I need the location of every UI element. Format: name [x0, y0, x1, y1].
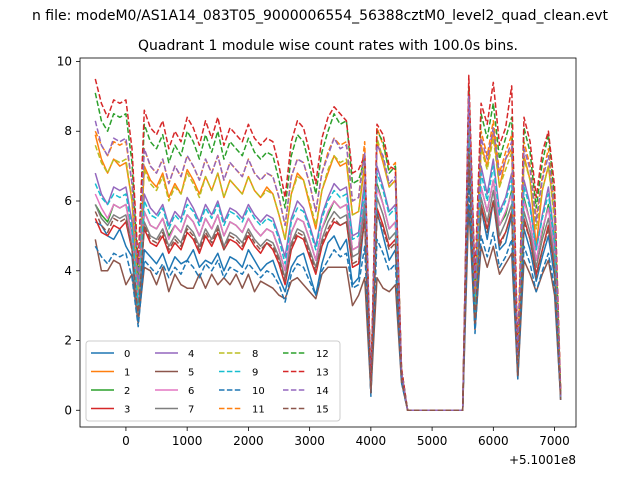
y-tick-label: 4 [64, 264, 72, 278]
y-tick-label: 0 [64, 403, 72, 417]
legend-label-5: 5 [188, 368, 194, 379]
legend-label-9: 9 [252, 368, 258, 379]
legend-label-1: 1 [124, 368, 130, 379]
series-line-7 [94, 130, 562, 412]
series-line-6 [94, 116, 562, 412]
x-offset-label: +5.1001e8 [509, 453, 576, 467]
series-line-15 [94, 147, 562, 412]
series-line-14 [94, 95, 562, 412]
series-line-1 [94, 106, 562, 412]
legend-label-13: 13 [316, 368, 329, 379]
x-tick-label: 5000 [417, 434, 448, 448]
legend-label-2: 2 [124, 386, 130, 397]
series-line-13 [94, 74, 562, 412]
x-tick-label: 4000 [356, 434, 387, 448]
y-tick-label: 6 [64, 194, 72, 208]
x-tick-label: 1000 [172, 434, 203, 448]
legend-label-7: 7 [188, 405, 194, 416]
series-line-12 [94, 85, 562, 412]
legend-label-8: 8 [252, 349, 258, 360]
x-axis: 0 1000 2000 3000 4000 5000 6000 7000 [122, 427, 570, 448]
legend-frame [85, 340, 341, 422]
series-line-4 [94, 85, 562, 412]
legend-label-12: 12 [316, 349, 329, 360]
chart-title: Quadrant 1 module wise count rates with … [138, 38, 518, 54]
y-tick-label: 10 [57, 54, 72, 68]
legend-label-3: 3 [124, 405, 130, 416]
y-axis: 0 2 4 6 8 10 [57, 54, 80, 417]
x-tick-label: 0 [122, 434, 130, 448]
series-line-8 [94, 99, 562, 412]
series-line-3 [94, 144, 562, 412]
series-line-10 [94, 182, 562, 412]
series-line-9 [94, 116, 562, 412]
series-line-5 [94, 203, 562, 412]
legend-label-4: 4 [188, 349, 194, 360]
legend-label-14: 14 [316, 386, 329, 397]
figure-suptitle: n file: modeM0/AS1A14_083T05_9000006554_… [32, 8, 609, 24]
y-tick-label: 2 [64, 334, 72, 348]
legend-label-6: 6 [188, 386, 194, 397]
plot-frame [79, 57, 577, 428]
legend-label-0: 0 [124, 349, 130, 360]
x-tick-label: 3000 [294, 434, 325, 448]
x-tick-label: 6000 [478, 434, 509, 448]
legend-label-11: 11 [252, 405, 265, 416]
y-tick-label: 8 [64, 124, 72, 138]
legend-label-10: 10 [252, 386, 265, 397]
plot-lines [94, 74, 562, 412]
x-tick-label: 7000 [539, 434, 570, 448]
series-line-11 [94, 88, 562, 412]
legend-label-15: 15 [316, 405, 329, 416]
x-tick-label: 2000 [233, 434, 264, 448]
